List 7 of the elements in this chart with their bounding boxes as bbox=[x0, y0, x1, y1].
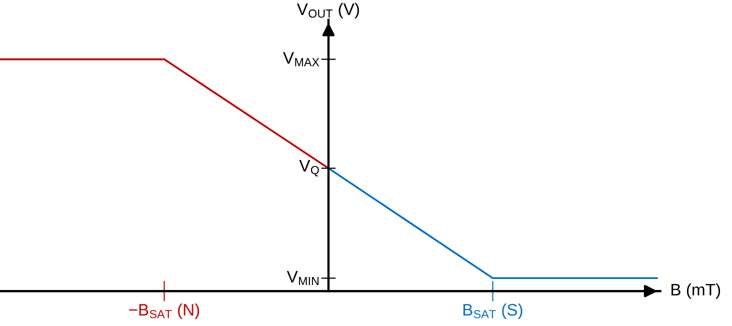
annotation: V$_{MIN}$ bbox=[286, 270, 318, 286]
x-tick-label: −B$_{SAT}$ (N) bbox=[129, 303, 200, 319]
y-axis-title: V$_{OUT}$ (V) bbox=[296, 2, 359, 18]
x-tick-label: B$_{SAT}$ (S) bbox=[463, 303, 522, 319]
x-axis-title: B (mT) bbox=[672, 283, 720, 299]
annotation: V$_{Q}$ bbox=[299, 160, 319, 176]
annotation: V$_{MAX}$ bbox=[283, 52, 320, 66]
